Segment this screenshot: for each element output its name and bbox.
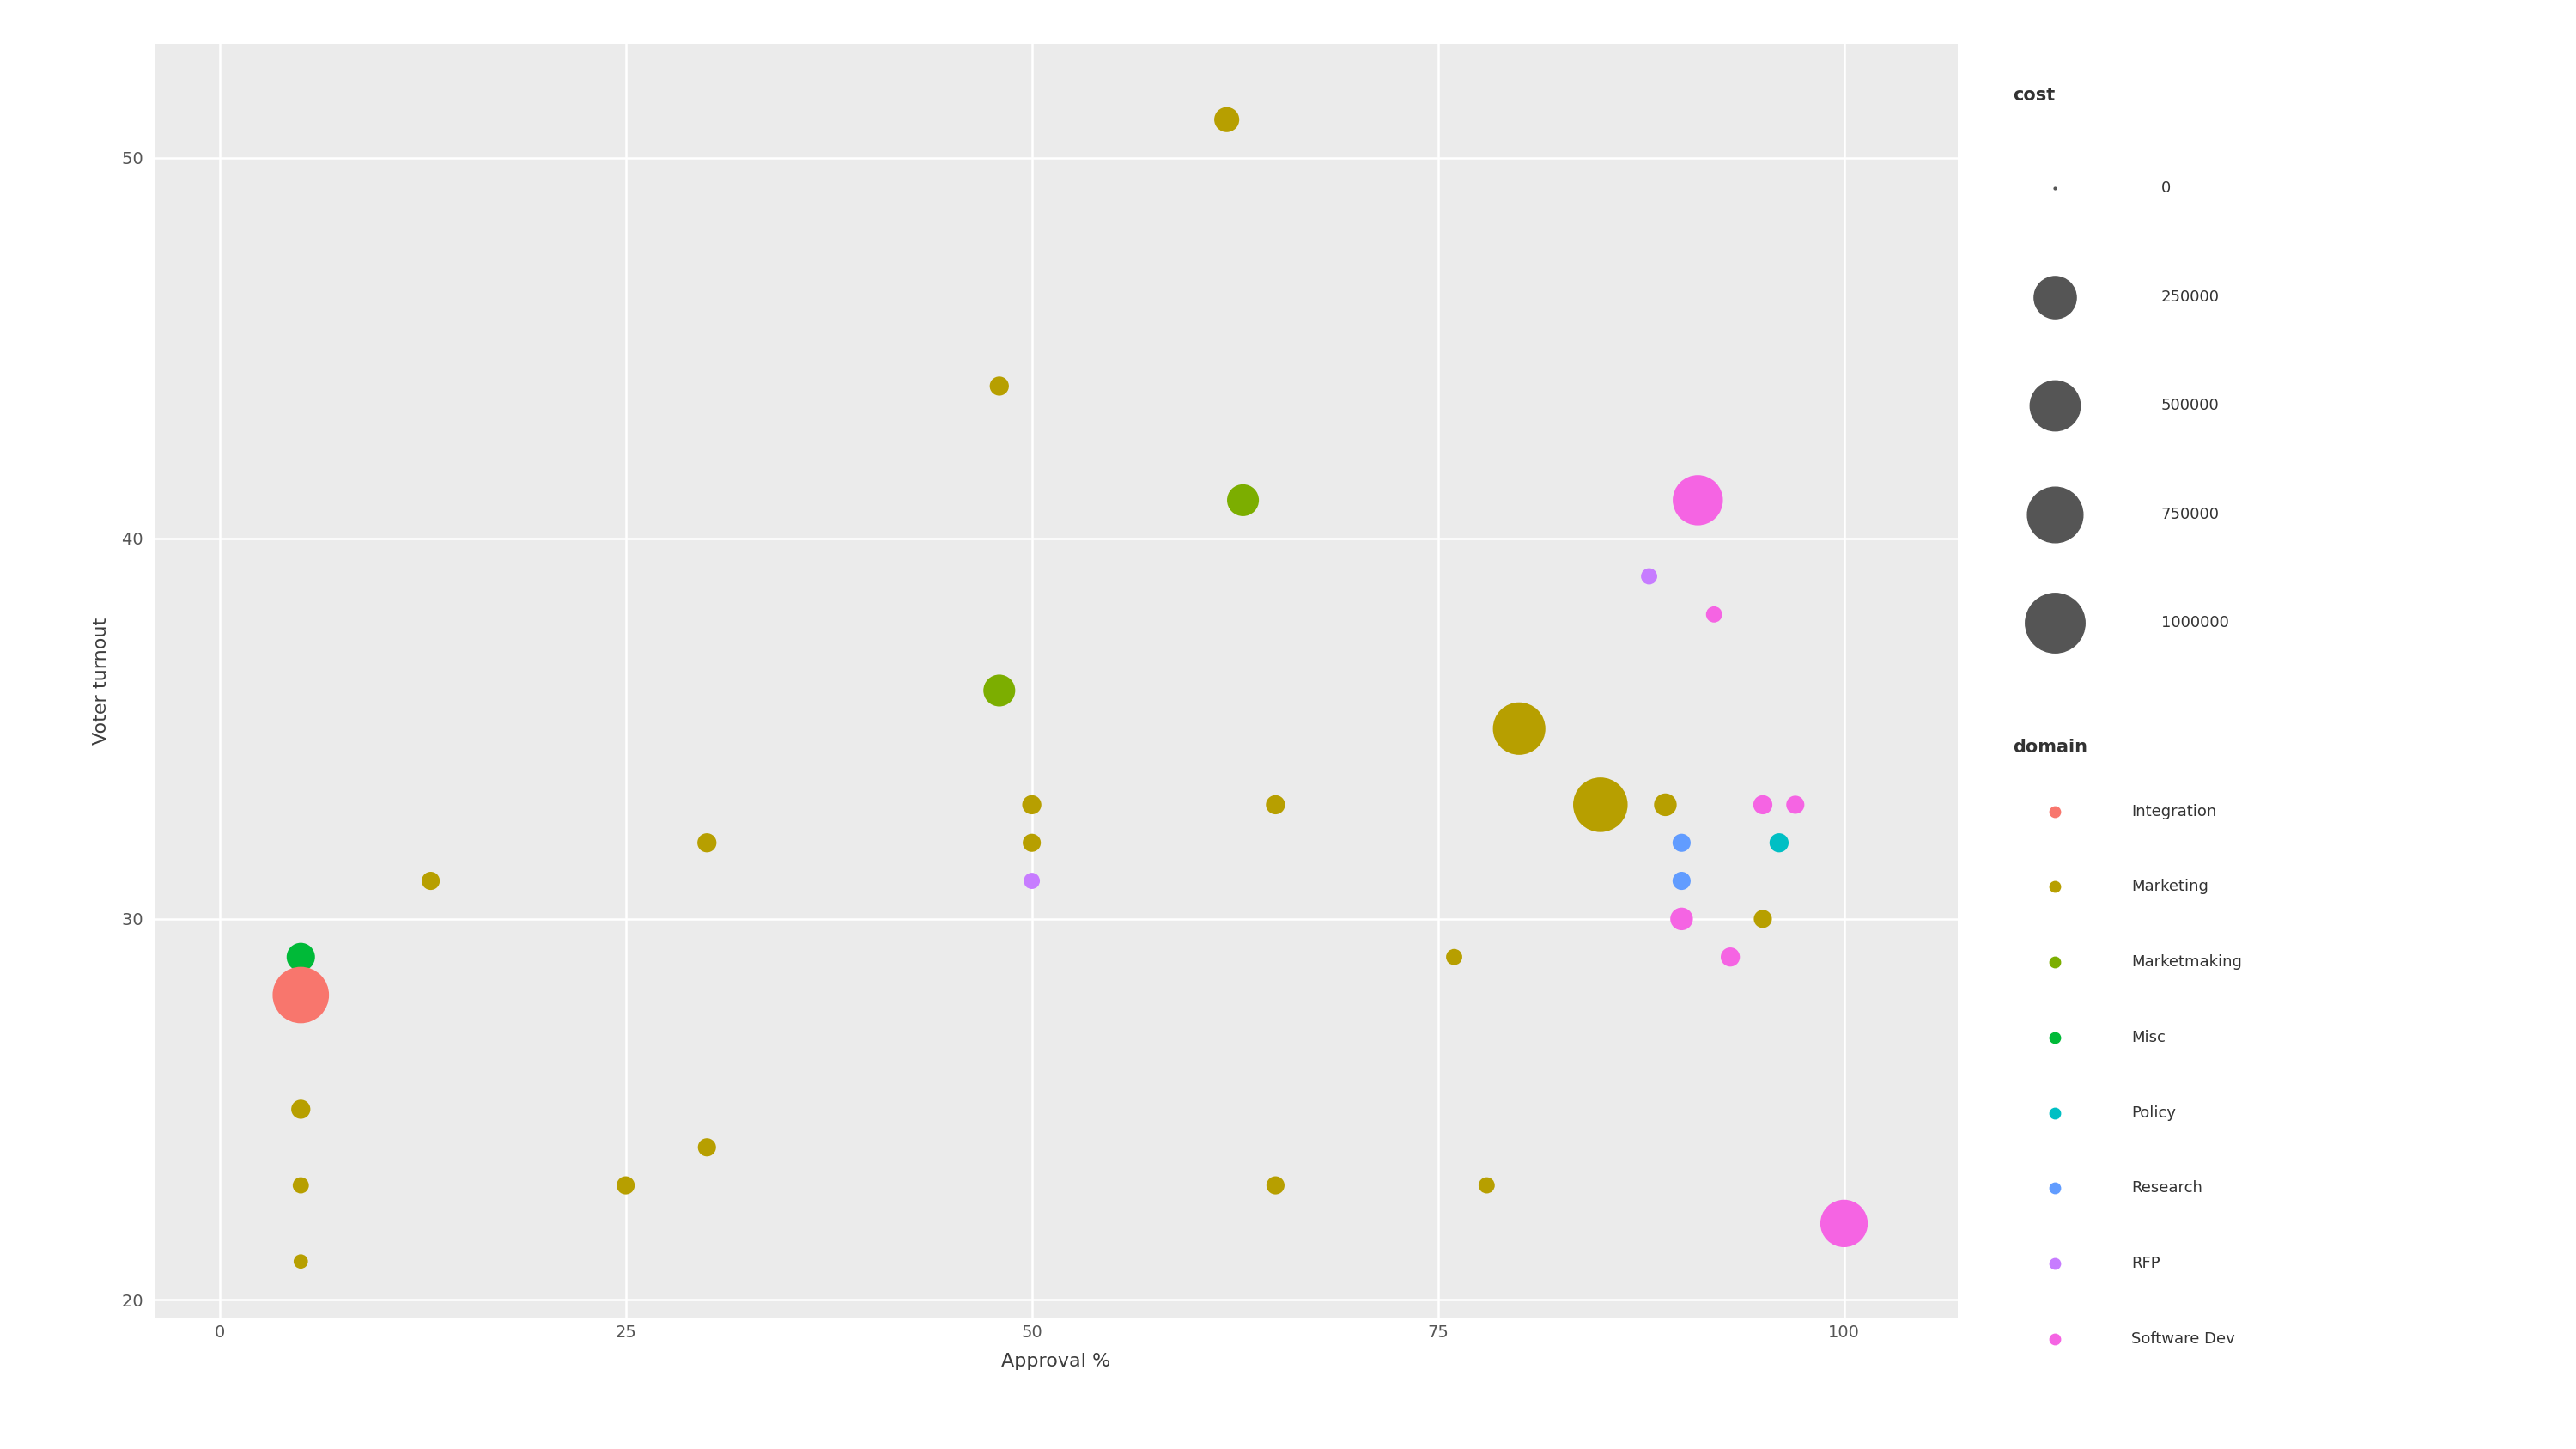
Point <box>1710 945 1752 968</box>
Point <box>1579 793 1620 816</box>
Point <box>1677 488 1718 511</box>
Point <box>979 374 1020 397</box>
Point <box>1741 907 1783 930</box>
Point <box>2035 951 2076 974</box>
Point <box>979 680 1020 703</box>
Point <box>1012 793 1054 816</box>
Point <box>281 1098 322 1122</box>
Point <box>1692 603 1734 626</box>
Text: 500000: 500000 <box>2161 398 2221 413</box>
Point <box>2035 285 2076 309</box>
Text: Software Dev: Software Dev <box>2133 1332 2236 1346</box>
Point <box>281 1174 322 1197</box>
Point <box>1662 869 1703 893</box>
Text: 0: 0 <box>2161 181 2172 196</box>
Point <box>2035 1252 2076 1275</box>
Point <box>2035 394 2076 417</box>
Text: Misc: Misc <box>2133 1030 2166 1045</box>
Point <box>685 1136 726 1159</box>
Point <box>1759 832 1801 855</box>
Point <box>1435 945 1476 968</box>
Point <box>1741 793 1783 816</box>
Point <box>1224 488 1265 511</box>
Point <box>1012 832 1054 855</box>
Point <box>281 1250 322 1274</box>
Point <box>410 869 451 893</box>
Point <box>1662 869 1703 893</box>
Text: 250000: 250000 <box>2161 290 2221 304</box>
Text: Research: Research <box>2133 1181 2202 1195</box>
Text: 1000000: 1000000 <box>2161 616 2228 630</box>
Point <box>2035 177 2076 200</box>
Point <box>685 832 726 855</box>
Text: Marketmaking: Marketmaking <box>2133 955 2241 969</box>
Point <box>2035 611 2076 635</box>
Y-axis label: Voter turnout: Voter turnout <box>93 617 111 745</box>
Point <box>1662 869 1703 893</box>
Point <box>1466 1174 1507 1197</box>
Point <box>281 945 322 968</box>
Point <box>1255 1174 1296 1197</box>
Point <box>2035 1101 2076 1124</box>
Text: Policy: Policy <box>2133 1106 2177 1120</box>
Text: Integration: Integration <box>2133 804 2218 819</box>
Point <box>2035 1327 2076 1350</box>
Point <box>1499 717 1540 740</box>
Point <box>1255 1174 1296 1197</box>
Point <box>1643 793 1685 816</box>
Text: RFP: RFP <box>2133 1256 2161 1271</box>
Point <box>1662 832 1703 855</box>
Point <box>2035 1177 2076 1200</box>
Point <box>1775 793 1816 816</box>
Point <box>1012 869 1054 893</box>
Text: cost: cost <box>2014 87 2056 104</box>
X-axis label: Approval %: Approval % <box>1002 1353 1110 1369</box>
Point <box>1824 1211 1865 1235</box>
Point <box>281 984 322 1007</box>
Point <box>2035 1026 2076 1049</box>
Point <box>2035 503 2076 526</box>
Point <box>1662 907 1703 930</box>
Point <box>1206 109 1247 132</box>
Text: Marketing: Marketing <box>2133 880 2208 894</box>
Text: domain: domain <box>2014 739 2087 756</box>
Point <box>2035 800 2076 823</box>
Point <box>605 1174 647 1197</box>
Point <box>1628 565 1669 588</box>
Point <box>1255 793 1296 816</box>
Point <box>2035 875 2076 898</box>
Text: 750000: 750000 <box>2161 507 2221 522</box>
